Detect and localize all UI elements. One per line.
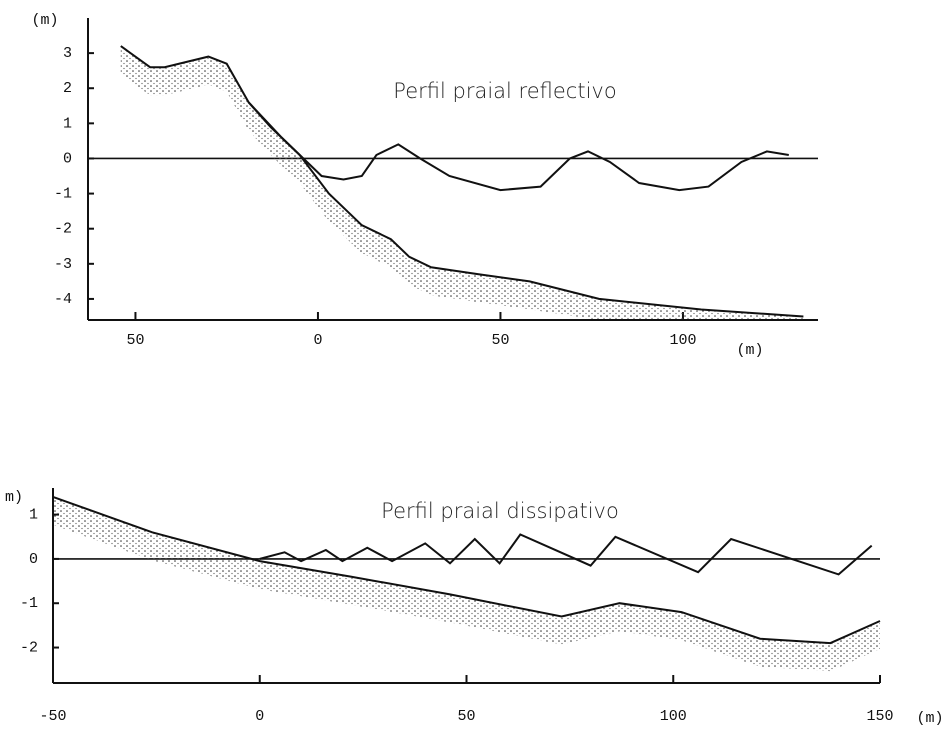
y-tick-label: -2 <box>54 221 72 238</box>
y-tick-label: 0 <box>63 150 72 167</box>
sand-shading <box>53 496 880 672</box>
chart-title: Perfil praial dissipativo <box>381 499 619 523</box>
y-tick-label: -1 <box>54 186 72 203</box>
profile-line <box>120 45 804 318</box>
y-tick-label: 0 <box>29 551 38 568</box>
x-tick-label: 50 <box>457 708 475 725</box>
surface-line <box>247 101 789 192</box>
x-tick-label: 150 <box>866 708 893 725</box>
sand-shading <box>120 46 804 320</box>
x-axis-label: (m) <box>736 342 763 359</box>
y-tick-label: 1 <box>29 507 38 524</box>
x-axis-label: (m) <box>916 710 943 727</box>
x-tick-label: 0 <box>255 708 264 725</box>
x-tick-label: -50 <box>39 708 66 725</box>
x-tick-label: 0 <box>313 332 322 349</box>
y-axis-label: m) <box>5 489 23 506</box>
y-tick-label: -2 <box>20 640 38 657</box>
y-tick-label: 1 <box>63 115 72 132</box>
x-tick-label: 100 <box>669 332 696 349</box>
x-tick-label: 50 <box>491 332 509 349</box>
profile-line <box>52 495 881 645</box>
y-tick-label: -1 <box>20 595 38 612</box>
x-tick-label: 50 <box>126 332 144 349</box>
chart-title: Perfil praial reflectivo <box>393 79 616 103</box>
y-tick-label: -3 <box>54 256 72 273</box>
y-tick-label: 2 <box>63 80 72 97</box>
y-tick-label: -4 <box>54 291 72 308</box>
y-axis-label: (m) <box>31 12 58 29</box>
surface-line <box>259 533 873 576</box>
y-tick-label: 3 <box>63 45 72 62</box>
x-tick-label: 100 <box>660 708 687 725</box>
